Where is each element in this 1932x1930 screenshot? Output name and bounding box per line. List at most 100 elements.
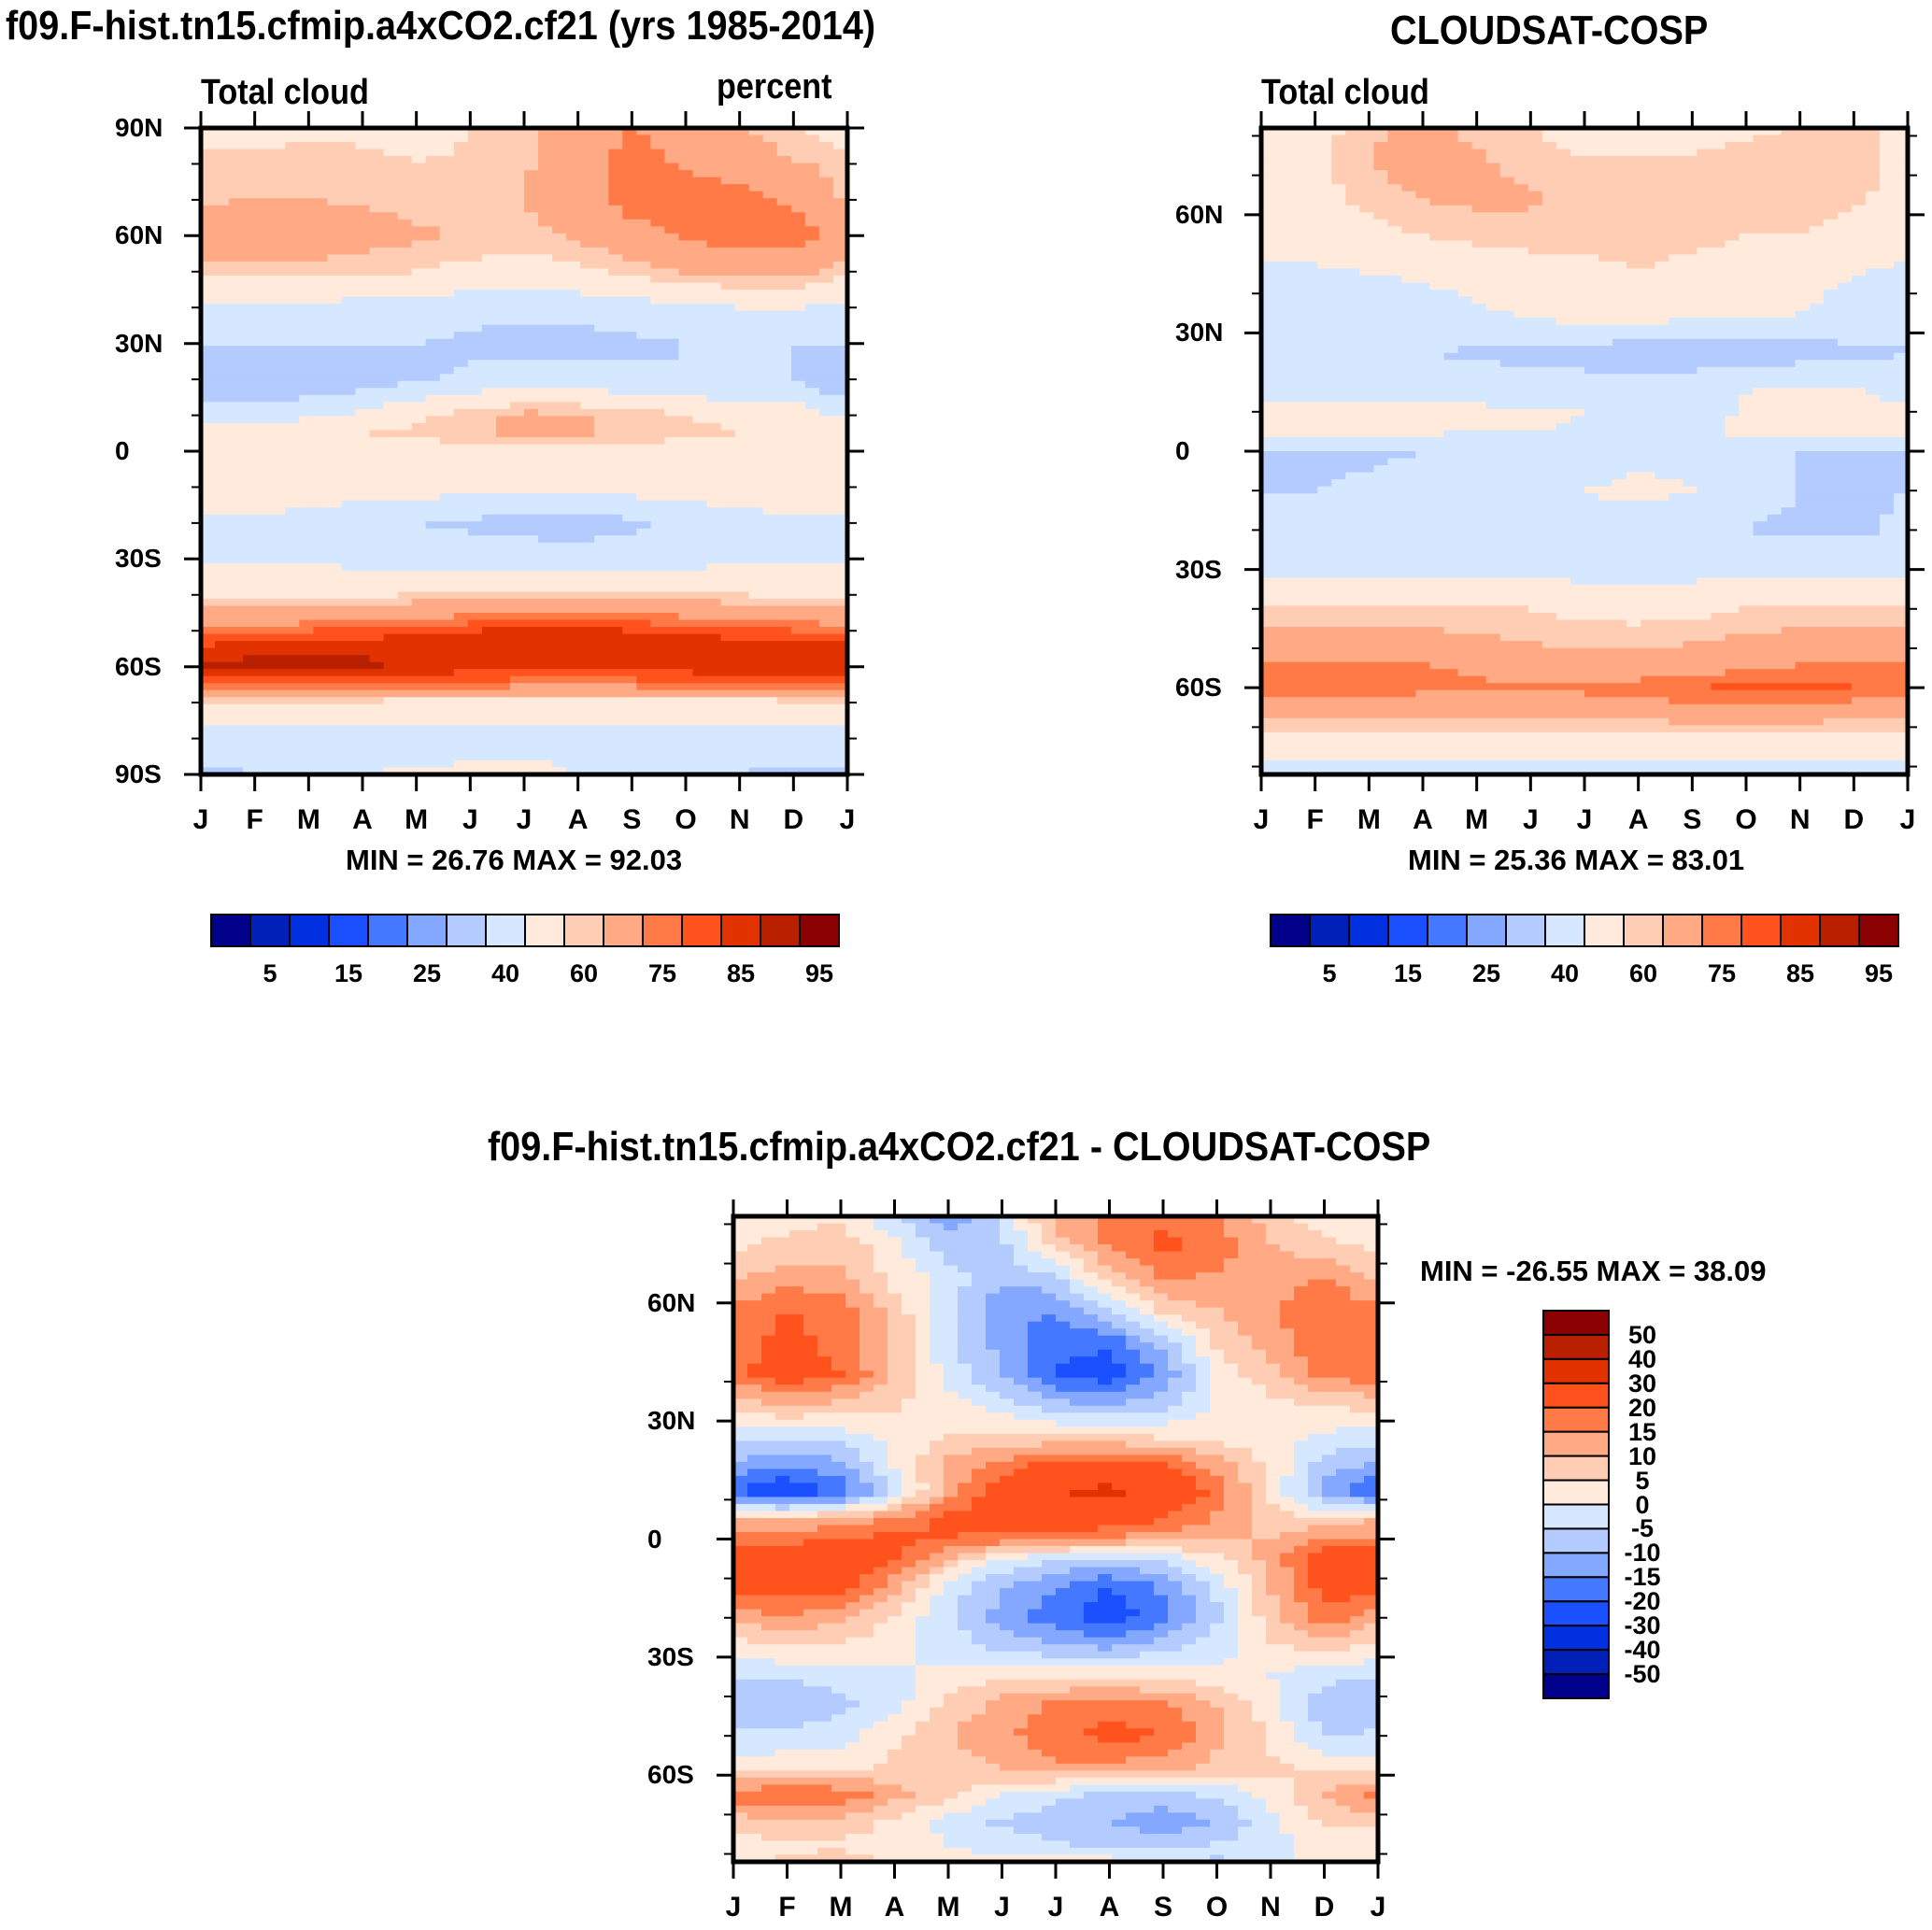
contour-cell	[888, 1749, 973, 1757]
contour-cell	[1182, 1588, 1211, 1597]
contour-cell	[1261, 669, 1459, 677]
colorbar-label: 30	[1627, 1369, 1657, 1398]
contour-cell	[650, 219, 806, 227]
contour-cell	[1196, 1763, 1295, 1771]
contour-cell	[944, 1483, 959, 1491]
contour-cell	[383, 697, 778, 705]
contour-cell	[1294, 1588, 1323, 1597]
contour-cell	[804, 282, 848, 291]
contour-cell	[733, 1293, 762, 1301]
contour-cell	[1266, 1672, 1379, 1681]
contour-cell	[930, 1286, 959, 1295]
contour-cell	[803, 1377, 860, 1385]
colorbar-swatch	[1819, 914, 1860, 947]
contour-cell	[1042, 1440, 1127, 1449]
contour-cell	[1725, 422, 1909, 432]
contour-cell	[1261, 655, 1909, 663]
contour-cell	[1261, 254, 1599, 263]
contour-cell	[916, 1265, 959, 1273]
contour-cell	[775, 1314, 804, 1323]
contour-cell	[804, 128, 848, 136]
x-tick-label: J	[1576, 804, 1593, 835]
contour-cell	[845, 1300, 874, 1309]
contour-cell	[1224, 1483, 1253, 1491]
contour-cell	[201, 759, 455, 769]
contour-cell	[733, 1672, 916, 1681]
contour-cell	[1294, 1286, 1351, 1295]
contour-cell	[1154, 1637, 1197, 1645]
plot1-minmax: MIN = 26.76 MAX = 92.03	[346, 844, 683, 876]
contour-cell	[1070, 1286, 1099, 1295]
contour-cell	[1000, 1391, 1043, 1399]
contour-cell	[1336, 1447, 1379, 1455]
contour-cell	[1210, 1489, 1225, 1498]
contour-cell	[832, 177, 848, 185]
contour-cell	[930, 1300, 959, 1309]
contour-cell	[1098, 1588, 1113, 1597]
contour-cell	[1182, 1244, 1239, 1253]
contour-cell	[972, 1377, 1015, 1385]
contour-cell	[733, 1405, 902, 1413]
contour-cell	[986, 1574, 1043, 1582]
contour-cell	[1308, 1609, 1365, 1617]
contour-cell	[1182, 1391, 1211, 1399]
contour-cell	[831, 1686, 916, 1695]
contour-cell	[1000, 1791, 1085, 1799]
contour-cell	[1196, 1609, 1225, 1617]
contour-cell	[1126, 1756, 1211, 1765]
contour-cell	[888, 1497, 902, 1505]
contour-cell	[761, 1237, 860, 1245]
contour-cell	[1252, 1700, 1281, 1709]
contour-cell	[650, 142, 778, 150]
contour-cell	[747, 1455, 832, 1463]
contour-cell	[1182, 1826, 1239, 1835]
contour-cell	[733, 1798, 846, 1807]
contour-cell	[1359, 205, 1473, 213]
contour-cell	[958, 1609, 987, 1617]
colorbar-swatch	[210, 914, 251, 947]
contour-cell	[369, 205, 525, 213]
contour-cell	[1224, 1258, 1337, 1267]
colorbar-swatch	[249, 914, 291, 947]
contour-cell	[1280, 1602, 1309, 1611]
contour-cell	[888, 1272, 930, 1281]
contour-cell	[1266, 1616, 1281, 1625]
contour-cell	[733, 1328, 776, 1337]
contour-cell	[439, 436, 666, 446]
contour-cell	[1322, 1749, 1379, 1757]
colorbar-label: 60	[569, 959, 599, 987]
contour-cell	[1261, 416, 1571, 424]
contour-cell	[1261, 374, 1909, 382]
contour-cell	[1028, 1265, 1071, 1273]
contour-cell	[902, 1581, 930, 1589]
contour-cell	[1261, 318, 1557, 326]
colorbar-swatch	[1505, 914, 1546, 947]
contour-cell	[1252, 1342, 1295, 1351]
colorbar-swatch	[1662, 914, 1703, 947]
contour-cell	[1294, 1461, 1309, 1469]
contour-cell	[1126, 1370, 1155, 1379]
contour-cell	[1308, 1700, 1379, 1709]
contour-cell	[1294, 1854, 1379, 1863]
x-tick-label: A	[884, 1892, 905, 1923]
contour-cell	[1084, 1293, 1113, 1301]
contour-cell	[733, 1230, 790, 1239]
contour-cell	[1308, 1616, 1351, 1625]
colorbar-swatch	[1270, 914, 1311, 947]
contour-cell	[916, 1356, 930, 1365]
contour-cell	[1000, 1539, 1127, 1547]
contour-cell	[733, 1265, 776, 1273]
contour-cell	[1224, 1854, 1295, 1863]
contour-cell	[1028, 1616, 1085, 1625]
contour-cell	[874, 1300, 902, 1309]
contour-cell	[1140, 1307, 1155, 1315]
contour-cell	[1266, 1721, 1295, 1729]
contour-cell	[1641, 619, 1909, 628]
contour-cell	[1261, 563, 1909, 572]
contour-cell	[1196, 1412, 1379, 1421]
contour-cell	[1294, 1349, 1379, 1357]
contour-cell	[916, 1377, 945, 1385]
colorbar-swatch	[446, 914, 487, 947]
contour-cell	[678, 233, 820, 241]
contour-cell	[453, 149, 539, 157]
